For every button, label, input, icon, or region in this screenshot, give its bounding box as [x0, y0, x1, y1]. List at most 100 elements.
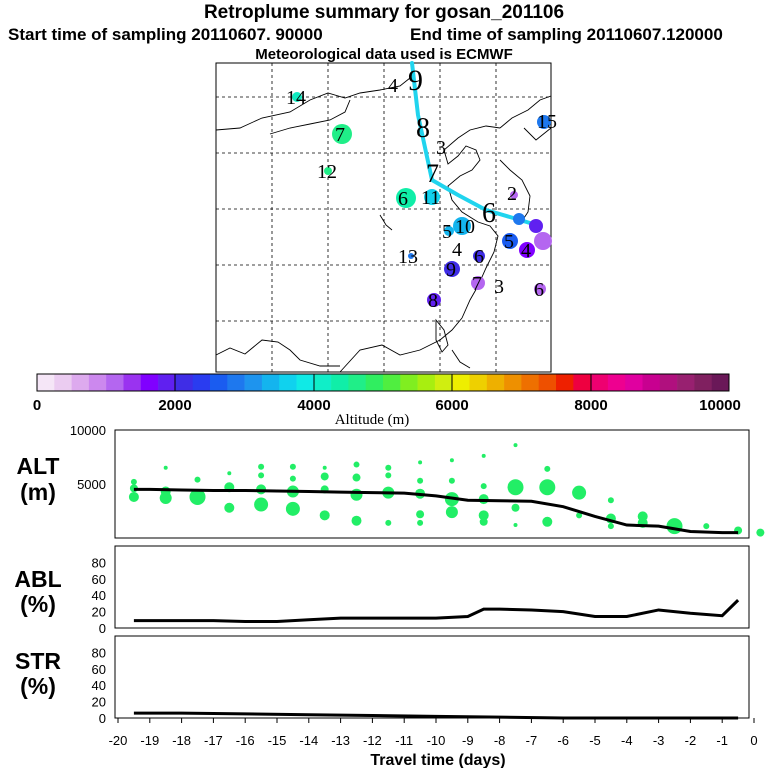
colorbar-tick: 2000 [158, 397, 191, 414]
map-marker [537, 115, 551, 129]
colorbar-swatch [192, 374, 211, 391]
colorbar: 0 2000 4000 6000 8000 10000 Altitude (m) [33, 373, 741, 428]
alt-point [703, 523, 710, 530]
alt-point [128, 491, 139, 502]
map-marker [534, 283, 546, 295]
map-label: 6 [482, 198, 496, 229]
map-label: 3 [494, 276, 504, 298]
colorbar-swatch [521, 374, 539, 391]
map-marker [292, 92, 302, 102]
alt-point [539, 479, 556, 496]
colorbar-tick: 0 [33, 397, 41, 414]
colorbar-swatch [140, 374, 159, 391]
map-panel: 14 4 9 7 8 3 15 12 7 6 11 2 6 10 5 13 4 … [215, 61, 557, 373]
map-marker [513, 213, 525, 225]
colorbar-swatch [227, 374, 245, 391]
colorbar-swatch [175, 374, 193, 391]
alt-point [352, 473, 361, 482]
colorbar-swatch [158, 374, 176, 391]
alt-point [756, 528, 765, 537]
alt-ylabel-top: ALT [16, 453, 59, 479]
map-marker [396, 188, 416, 208]
x-tick: -7 [526, 733, 538, 748]
colorbar-swatch [279, 374, 297, 391]
y-tick: 40 [92, 678, 106, 693]
alt-point [385, 464, 392, 471]
colorbar-swatch [261, 374, 280, 391]
alt-median-line [133, 487, 739, 535]
map-label: 6 [474, 246, 484, 268]
map-frame [215, 62, 552, 373]
colorbar-swatch [642, 374, 661, 391]
alt-point [353, 461, 360, 468]
alt-point [445, 506, 458, 519]
x-tick: -9 [462, 733, 474, 748]
alt-point [511, 503, 520, 512]
map-label: 9 [408, 64, 423, 97]
colorbar-swatch [625, 374, 643, 391]
colorbar-swatch [434, 374, 453, 391]
colorbar-swatch [504, 374, 522, 391]
abl-ylabel-top: ABL [14, 566, 61, 592]
alt-frame [114, 429, 750, 539]
alt-point [513, 523, 518, 528]
colorbar-ticks: 0 2000 4000 6000 8000 10000 [33, 397, 741, 414]
alt-point [480, 483, 487, 490]
alt-yticks: 10000 5000 [70, 423, 106, 492]
x-tick: -10 [427, 733, 446, 748]
colorbar-swatch [556, 374, 574, 391]
alt-point [542, 516, 553, 527]
alt-point [224, 502, 235, 513]
str-frame [114, 635, 750, 719]
map-marker [453, 217, 471, 235]
alt-point [258, 463, 265, 470]
alt-point [448, 477, 455, 484]
map-marker [427, 293, 441, 307]
colorbar-swatch [54, 374, 72, 391]
map-marker [529, 219, 543, 233]
y-tick: 20 [92, 605, 106, 620]
alt-point [289, 475, 296, 482]
colorbar-swatch [296, 374, 315, 391]
x-tick: -12 [363, 733, 382, 748]
start-time-label: Start time of sampling 20110607. 90000 [8, 25, 323, 44]
alt-point [666, 518, 683, 535]
colorbar-swatch [573, 374, 591, 391]
map-label: 6 [534, 279, 544, 301]
map-label: 10 [455, 216, 475, 238]
alt-panel: ALT (m) 10000 5000 [16, 423, 765, 539]
alt-point [385, 519, 392, 526]
alt-point [513, 443, 518, 448]
alt-point [289, 463, 296, 470]
alt-point [479, 517, 488, 526]
colorbar-swatch [383, 374, 401, 391]
y-tick: 80 [92, 645, 106, 660]
x-ticks: -20 -19 -18 -17 -16 -15 -14 -13 -12 -11 -10 -9 -8 -7-… [109, 718, 758, 748]
map-marker [444, 261, 460, 277]
x-tick: -15 [268, 733, 287, 748]
abl-frame [114, 545, 750, 629]
map-marker [502, 233, 518, 249]
alt-point [258, 472, 265, 479]
map-labels: 14 4 9 7 8 3 15 12 7 6 11 2 6 10 5 13 4 … [286, 64, 557, 312]
y-tick: 60 [92, 572, 106, 587]
map-label: 7 [426, 159, 439, 188]
y-tick: 40 [92, 588, 106, 603]
alt-point [319, 510, 330, 521]
map-marker [424, 189, 440, 205]
alt-point [189, 488, 206, 505]
map-label: 8 [416, 113, 430, 144]
colorbar-swatch [538, 374, 557, 391]
alt-point [320, 472, 329, 481]
map-label: 13 [398, 246, 418, 268]
alt-point [576, 512, 583, 519]
alt-ylabel-unit: (m) [20, 479, 56, 505]
alt-point [417, 477, 424, 484]
alt-point [478, 510, 489, 521]
colorbar-swatch [711, 374, 730, 391]
map-label: 3 [436, 137, 446, 159]
colorbar-swatch [607, 374, 626, 391]
colorbar-swatch [486, 374, 505, 391]
alt-point [418, 460, 423, 465]
